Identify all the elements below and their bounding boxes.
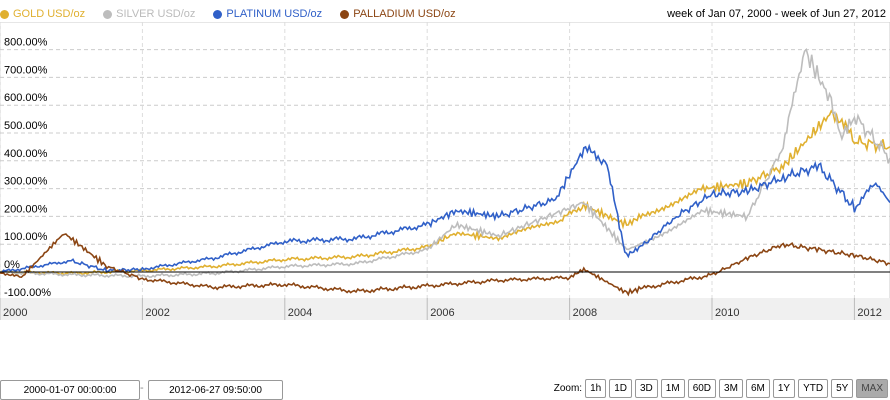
x-axis-band — [0, 298, 890, 320]
series-line-palladium — [0, 233, 890, 297]
y-tick-label: -100.00% — [4, 287, 51, 299]
zoom-button-5y[interactable]: 5Y — [831, 379, 854, 398]
zoom-button-1m[interactable]: 1M — [660, 379, 685, 398]
x-tick-label: 2008 — [573, 307, 597, 319]
legend-dot-icon — [103, 9, 113, 19]
x-tick-label: 2000 — [3, 307, 27, 319]
y-tick-label: 200.00% — [4, 203, 48, 215]
zoom-controls: Zoom: 1h 1D 3D 1M 60D 3M 6M 1Y YTD 5Y MAX — [554, 379, 888, 398]
legend-dot-icon — [213, 9, 223, 19]
date-range-text: week of Jan 07, 2000 - week of Jun 27, 2… — [667, 8, 886, 20]
x-tick-label: 2006 — [430, 307, 454, 319]
x-tick-label: 2004 — [288, 307, 312, 319]
legend-item[interactable]: PALLADIUM USD/oz — [340, 8, 456, 20]
zoom-button-3d[interactable]: 3D — [634, 379, 658, 398]
zoom-button-1d[interactable]: 1D — [609, 379, 632, 398]
x-tick-label: 2010 — [715, 307, 739, 319]
y-tick-label: 800.00% — [4, 37, 48, 49]
zoom-button-60d[interactable]: 60D — [687, 379, 717, 398]
y-tick-label: 100.00% — [4, 231, 48, 243]
legend-label: PALLADIUM USD/oz — [353, 8, 456, 20]
legend-label: PLATINUM USD/oz — [226, 8, 323, 20]
legend-dot-icon — [0, 9, 9, 19]
y-tick-label: 500.00% — [4, 120, 48, 132]
y-tick-label: 700.00% — [4, 64, 48, 76]
zoom-button-max[interactable]: MAX — [856, 379, 888, 398]
zoom-button-3m[interactable]: 3M — [719, 379, 743, 398]
series-line-platinum — [0, 143, 890, 274]
legend-item[interactable]: PLATINUM USD/oz — [213, 8, 322, 20]
x-tick-label: 2002 — [145, 307, 169, 319]
legend-label: GOLD USD/oz — [13, 8, 86, 20]
zoom-label: Zoom: — [553, 383, 583, 394]
zoom-button-1y[interactable]: 1Y — [772, 379, 796, 398]
y-tick-label: 0% — [4, 259, 20, 271]
y-tick-label: 600.00% — [4, 92, 48, 104]
date-separator: - — [140, 382, 144, 394]
legend-item[interactable]: GOLD USD/oz — [0, 8, 85, 20]
zoom-button-6m[interactable]: 6M — [745, 379, 770, 398]
legend-dot-icon — [340, 9, 350, 19]
zoom-button-1h[interactable]: 1h — [585, 379, 607, 398]
plot-area — [0, 22, 890, 318]
y-tick-label: 300.00% — [4, 176, 48, 188]
legend-label: SILVER USD/oz — [116, 8, 196, 20]
zoom-button-ytd[interactable]: YTD — [798, 379, 829, 398]
legend: GOLD USD/oz SILVER USD/oz PLATINUM USD/oz P… — [0, 8, 456, 20]
x-tick-label: 2012 — [857, 307, 881, 319]
chart[interactable]: 800.00% 700.00% 600.00% 500.00% 400.00% 300.0… — [0, 22, 890, 322]
y-tick-label: 400.00% — [4, 148, 48, 160]
legend-item[interactable]: SILVER USD/oz — [103, 8, 195, 20]
series-line-gold — [0, 109, 890, 276]
start-date-input[interactable]: 2000-01-07 00:00:00 — [0, 380, 140, 400]
end-date-input[interactable]: 2012-06-27 09:50:00 — [148, 380, 283, 400]
series-line-silver — [0, 47, 890, 279]
